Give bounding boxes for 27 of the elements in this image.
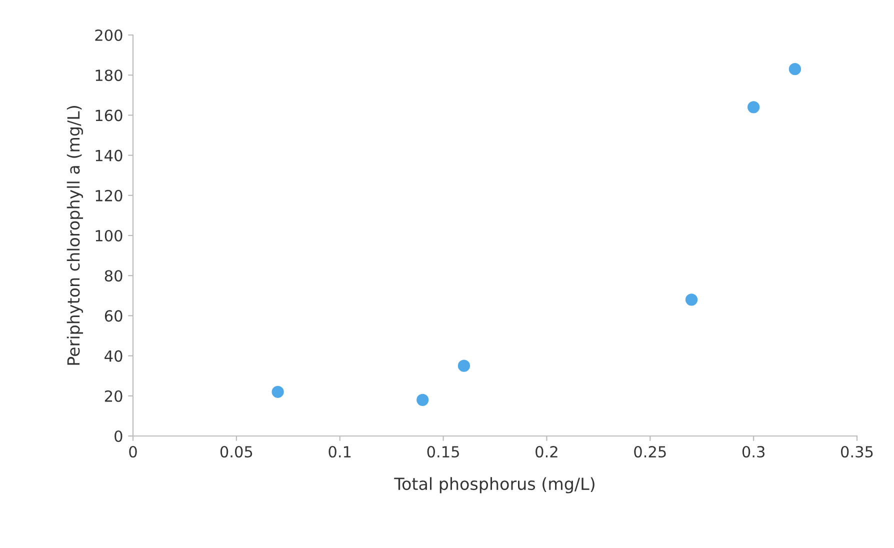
x-tick-label: 0.15 [427,446,459,458]
point [747,101,760,114]
x-axis-title: Total phosphorus (mg/L) [394,477,594,494]
point [458,360,470,372]
y-tick-label: 100 [96,230,122,242]
x-tick-label: 0.25 [634,446,666,458]
y-tick-label: 120 [96,190,122,202]
x-tick-label: 0.05 [220,446,252,458]
x-tick-label: 0.1 [328,446,351,458]
y-tick-label: 60 [104,310,122,322]
y-tick-label: 140 [96,150,122,162]
x-tick-label: 0.3 [742,446,764,458]
point [272,386,284,398]
y-tick-label: 160 [96,110,122,122]
y-tick-label: 40 [104,350,122,362]
point [685,294,698,306]
y-tick-label: 200 [95,29,122,42]
y-tick-label: 80 [104,270,122,282]
x-tick-label: 0 [129,446,137,458]
y-axis-title: Periphyton chlorophyll a (mg/L) [66,106,84,365]
point [788,63,802,76]
y-tick-label: 0 [114,430,122,442]
x-tick-label: 0.35 [841,446,873,458]
y-tick-label: 180 [96,70,122,82]
point [416,394,429,406]
y-tick-label: 20 [104,390,122,402]
x-tick-label: 0.2 [536,446,558,458]
